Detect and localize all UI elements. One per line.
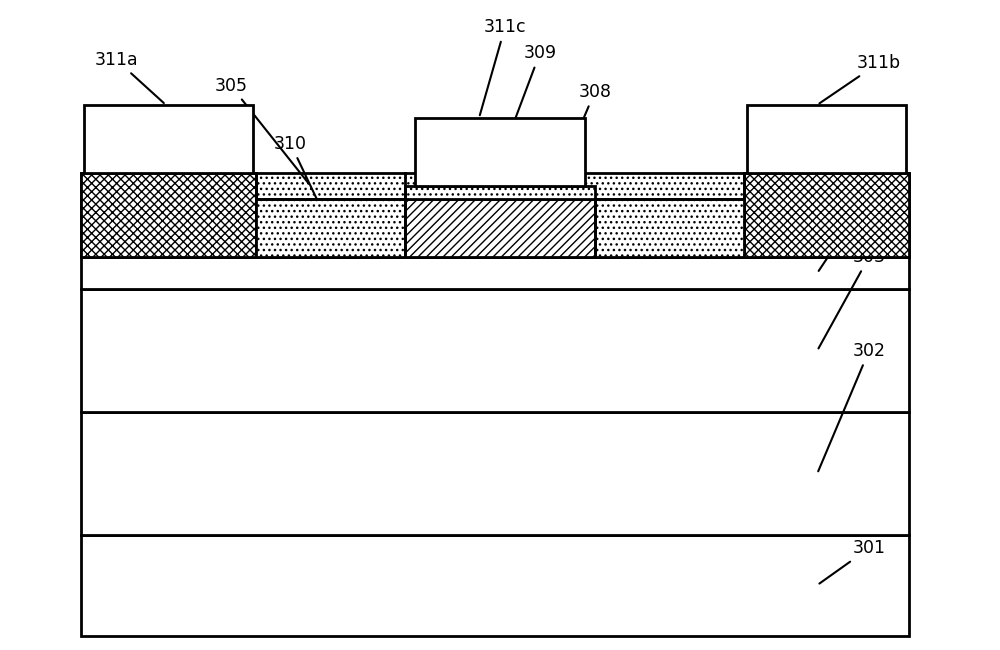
Bar <box>84 105 253 173</box>
Bar <box>81 257 909 289</box>
Bar <box>415 118 585 186</box>
Bar <box>81 173 909 257</box>
Text: 306: 306 <box>819 128 886 197</box>
Bar <box>595 199 744 257</box>
Text: 309: 309 <box>491 44 556 183</box>
Text: 301: 301 <box>819 540 885 584</box>
Text: 311a: 311a <box>94 51 164 103</box>
Text: 311c: 311c <box>480 18 526 115</box>
Text: 308: 308 <box>541 83 611 219</box>
Text: 303: 303 <box>818 248 885 348</box>
Text: 304: 304 <box>819 187 885 271</box>
Text: 305: 305 <box>214 77 309 184</box>
Bar <box>81 536 909 636</box>
Bar <box>744 173 909 257</box>
Text: 311b: 311b <box>819 54 901 103</box>
Text: 302: 302 <box>818 342 885 471</box>
Bar <box>81 173 256 257</box>
Bar <box>256 199 405 257</box>
Bar <box>405 186 595 199</box>
Bar <box>405 199 595 257</box>
Bar <box>81 289 909 412</box>
Text: 310: 310 <box>274 135 329 226</box>
Bar <box>81 412 909 536</box>
Bar <box>747 105 906 173</box>
